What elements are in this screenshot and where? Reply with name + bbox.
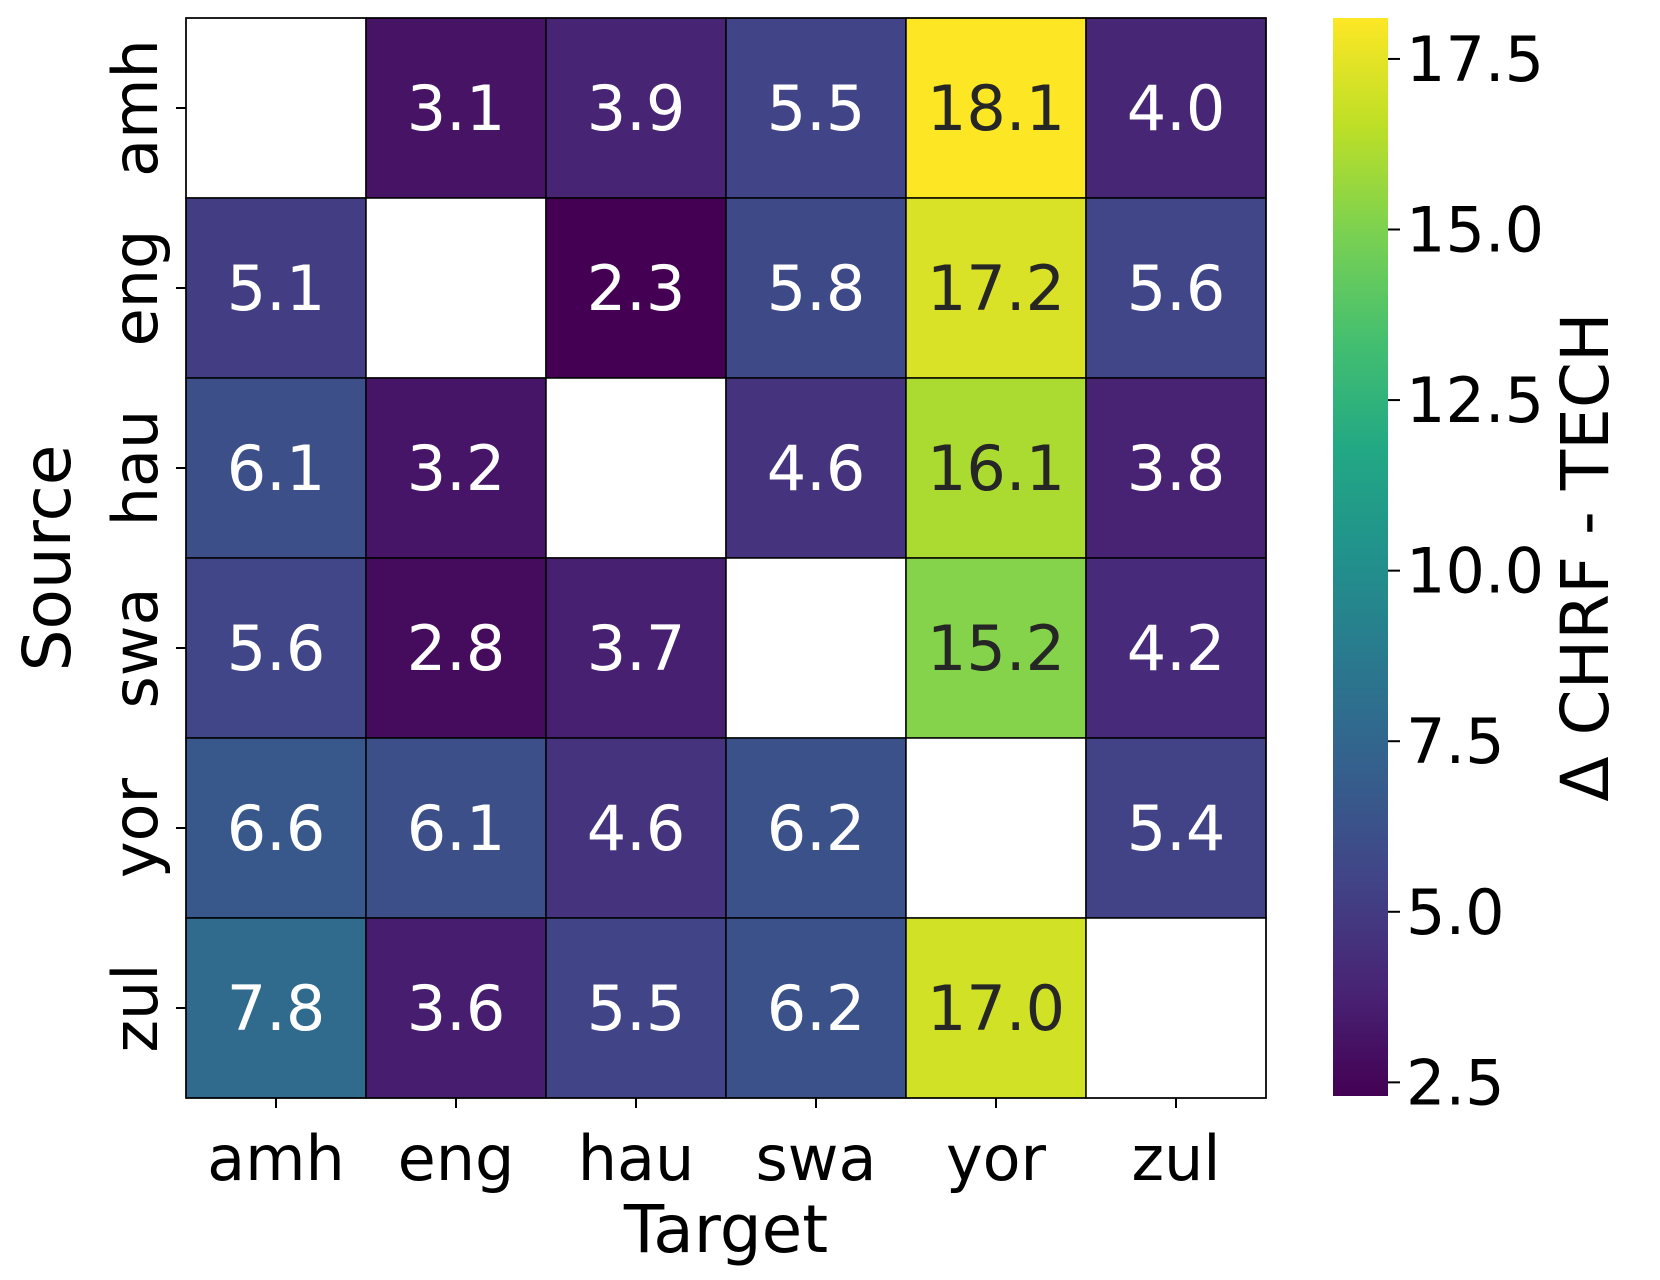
- heatmap-cell: [365, 17, 547, 199]
- heatmap-cell: [1085, 377, 1267, 559]
- heatmap-cell: [725, 197, 907, 379]
- heatmap-cell: [725, 377, 907, 559]
- cell-value-label: 5.6: [227, 612, 326, 685]
- colorbar-tick-label: 5.0: [1406, 876, 1505, 949]
- x-axis-label: Target: [623, 1191, 828, 1268]
- x-tick-label: yor: [946, 1122, 1047, 1195]
- heatmap-cell: [1085, 197, 1267, 379]
- y-tick-label: hau: [99, 410, 172, 527]
- colorbar-tick-label: 7.5: [1406, 705, 1505, 778]
- heatmap-cell: [545, 377, 727, 559]
- cell-value-label: 3.9: [587, 72, 686, 145]
- heatmap-cell: [905, 17, 1087, 199]
- cell-value-label: 5.4: [1127, 792, 1226, 865]
- cell-value-label: 3.7: [587, 612, 686, 685]
- x-tick-label: eng: [398, 1122, 515, 1195]
- cell-value-label: 2.3: [587, 252, 686, 325]
- heatmap-cell: [1085, 737, 1267, 919]
- heatmap-cell: [185, 557, 367, 739]
- x-tick-label: amh: [207, 1122, 345, 1195]
- x-tick-label: swa: [755, 1122, 876, 1195]
- cell-value-label: 6.2: [767, 972, 866, 1045]
- cell-value-label: 15.2: [927, 612, 1065, 685]
- y-tick-label: zul: [99, 963, 172, 1052]
- cell-value-label: 4.6: [767, 432, 866, 505]
- y-tick-label: swa: [99, 587, 172, 708]
- colorbar-tick-label: 12.5: [1406, 364, 1544, 437]
- cell-value-label: 3.8: [1127, 432, 1226, 505]
- cell-value-label: 3.6: [407, 972, 506, 1045]
- heatmap-cell: [185, 17, 367, 199]
- heatmap-cell: [545, 557, 727, 739]
- cell-value-label: 18.1: [927, 72, 1065, 145]
- heatmap-cell: [185, 737, 367, 919]
- heatmap-cell-labels: 3.1 3.9 5.5 18.1 4.0 5.1 2.3 5.8 17.2 5.6 6.1 3.2 4.…: [227, 72, 1226, 1045]
- colorbar-tick-label: 17.5: [1406, 23, 1544, 96]
- heatmap-cell: [905, 557, 1087, 739]
- y-axis-label: Source: [9, 445, 86, 672]
- heatmap-cell: [725, 737, 907, 919]
- heatmap-cell: [905, 197, 1087, 379]
- heatmap-cells: [185, 17, 1267, 1099]
- cell-value-label: 4.6: [587, 792, 686, 865]
- cell-value-label: 17.0: [927, 972, 1065, 1045]
- cell-value-label: 3.2: [407, 432, 506, 505]
- colorbar: [1333, 18, 1388, 1096]
- x-tick-label: zul: [1131, 1122, 1220, 1195]
- heatmap-cell: [1085, 917, 1267, 1099]
- x-tick-label: hau: [578, 1122, 695, 1195]
- heatmap-cell: [725, 557, 907, 739]
- y-tick-label: yor: [99, 777, 172, 878]
- y-tick-label: eng: [99, 230, 172, 347]
- heatmap-frame: [185, 17, 1267, 1099]
- cell-value-label: 5.1: [227, 252, 326, 325]
- colorbar-tick-label: 10.0: [1406, 535, 1544, 608]
- heatmap-cell: [905, 917, 1087, 1099]
- heatmap-cell: [905, 377, 1087, 559]
- cell-value-label: 6.2: [767, 792, 866, 865]
- heatmap-cell: [725, 917, 907, 1099]
- heatmap-cell: [365, 737, 547, 919]
- cell-value-label: 4.2: [1127, 612, 1226, 685]
- heatmap-cell: [545, 737, 727, 919]
- heatmap-cell: [725, 17, 907, 199]
- cell-value-label: 2.8: [407, 612, 506, 685]
- cell-value-label: 5.6: [1127, 252, 1226, 325]
- cell-value-label: 6.6: [227, 792, 326, 865]
- cell-value-label: 16.1: [927, 432, 1065, 505]
- cell-value-label: 6.1: [407, 792, 506, 865]
- heatmap-cell: [365, 197, 547, 379]
- cell-value-label: 7.8: [227, 972, 326, 1045]
- cell-value-label: 5.5: [767, 72, 866, 145]
- cell-value-label: 3.1: [407, 72, 506, 145]
- y-axis-ticks: amh eng hau swa yor zul: [99, 39, 186, 1053]
- cell-value-label: 6.1: [227, 432, 326, 505]
- colorbar-tick-label: 15.0: [1406, 194, 1544, 267]
- heatmap-cell: [185, 917, 367, 1099]
- heatmap-cell: [365, 557, 547, 739]
- cell-value-label: 5.5: [587, 972, 686, 1045]
- colorbar-tick-label: 2.5: [1406, 1046, 1505, 1119]
- heatmap-cell: [1085, 557, 1267, 739]
- colorbar-label: Δ CHRF - TECH: [1547, 312, 1624, 801]
- x-axis-ticks: amh eng hau swa yor zul: [207, 1098, 1221, 1195]
- cell-value-label: 17.2: [927, 252, 1065, 325]
- y-tick-label: amh: [99, 39, 172, 177]
- cell-value-label: 4.0: [1127, 72, 1226, 145]
- colorbar-ticks: 2.5 5.0 7.5 10.0 12.5 15.0 17.5: [1388, 23, 1544, 1119]
- heatmap-cell: [545, 197, 727, 379]
- heatmap-cell: [905, 737, 1087, 919]
- heatmap-cell: [365, 377, 547, 559]
- cell-value-label: 5.8: [767, 252, 866, 325]
